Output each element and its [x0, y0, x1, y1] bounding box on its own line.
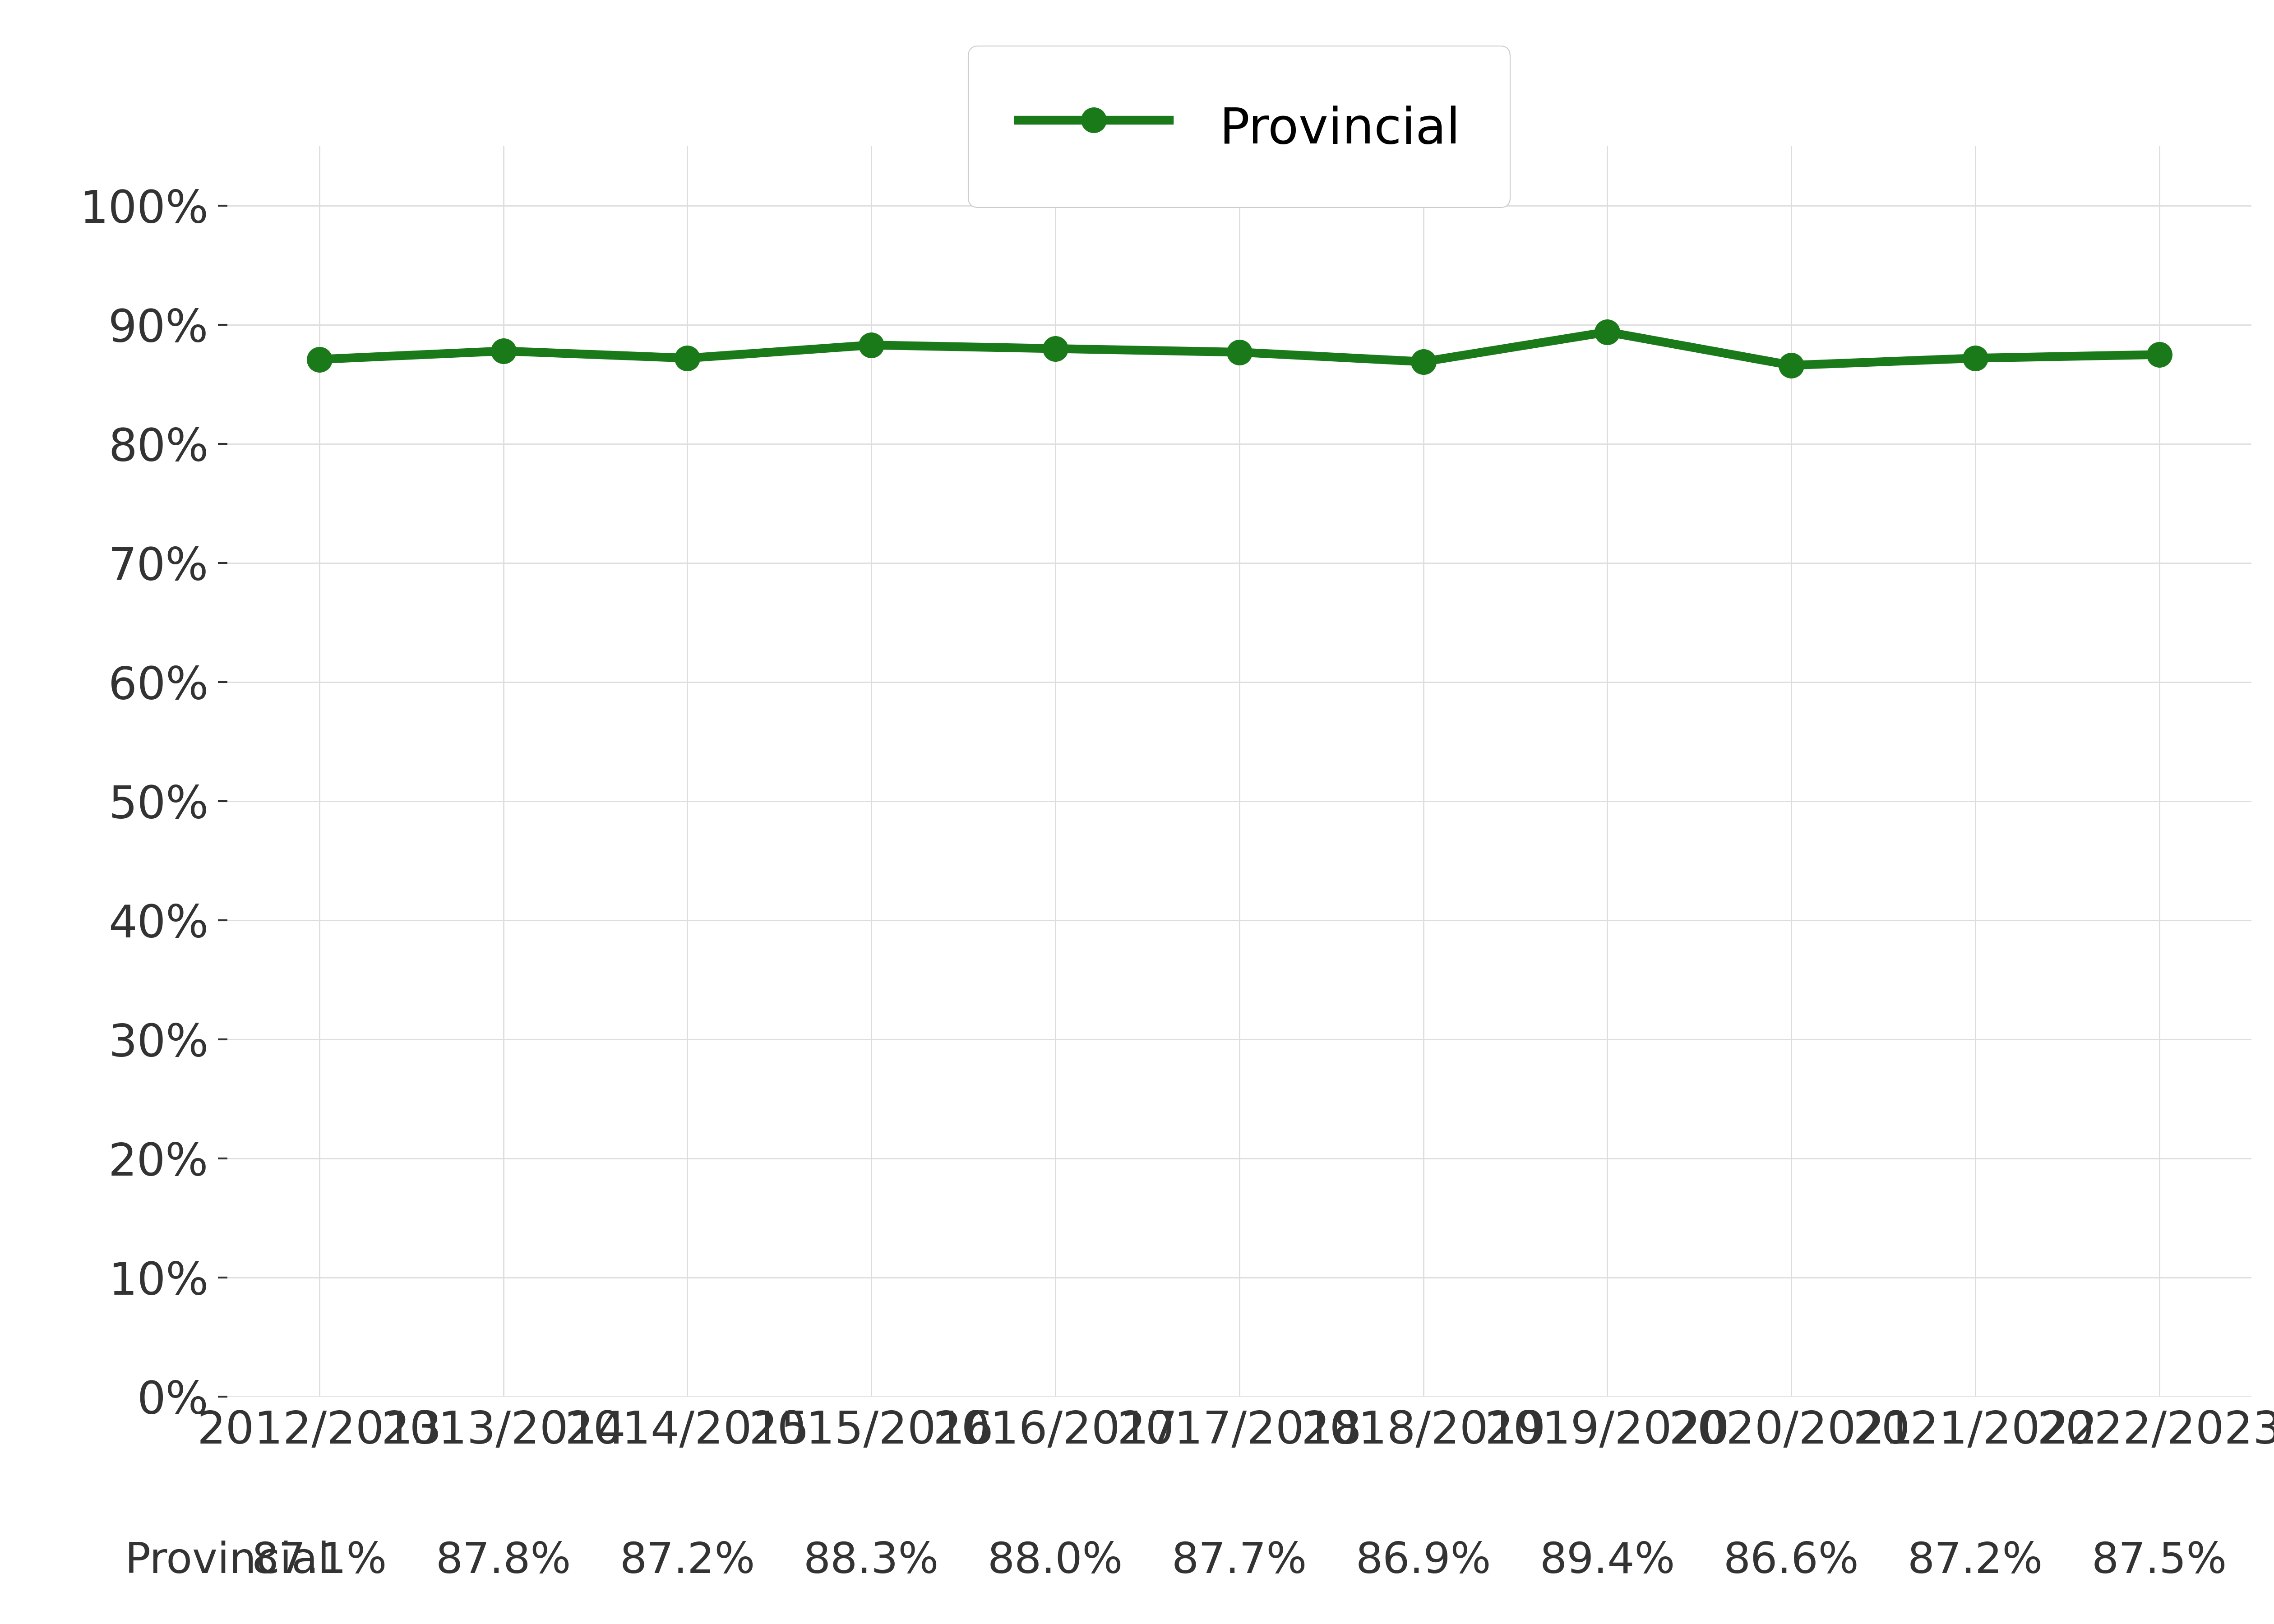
Provincial — [1962, 349, 1990, 369]
Text: 87.5%: 87.5% — [2092, 1541, 2226, 1582]
Provincial — [1778, 356, 1806, 375]
Provincial — [1410, 352, 1437, 372]
Provincial — [1594, 322, 1621, 341]
Text: 86.6%: 86.6% — [1724, 1541, 1860, 1582]
Provincial — [1041, 339, 1069, 359]
Provincial — [857, 335, 885, 354]
Provincial — [1226, 343, 1253, 362]
Provincial — [305, 349, 332, 369]
Text: 89.4%: 89.4% — [1539, 1541, 1676, 1582]
Provincial — [489, 341, 516, 361]
Line: Provincial: Provincial — [307, 320, 2172, 378]
Legend: Provincial: Provincial — [969, 45, 1510, 208]
Text: 88.0%: 88.0% — [987, 1541, 1123, 1582]
Text: 87.2%: 87.2% — [1908, 1541, 2042, 1582]
Text: Provincial: Provincial — [125, 1541, 330, 1582]
Text: 86.9%: 86.9% — [1355, 1541, 1492, 1582]
Text: 87.8%: 87.8% — [437, 1541, 571, 1582]
Text: 87.2%: 87.2% — [619, 1541, 755, 1582]
Provincial — [2147, 344, 2174, 364]
Text: 87.1%: 87.1% — [252, 1541, 387, 1582]
Text: 88.3%: 88.3% — [803, 1541, 939, 1582]
Provincial — [673, 349, 700, 369]
Text: 87.7%: 87.7% — [1171, 1541, 1308, 1582]
